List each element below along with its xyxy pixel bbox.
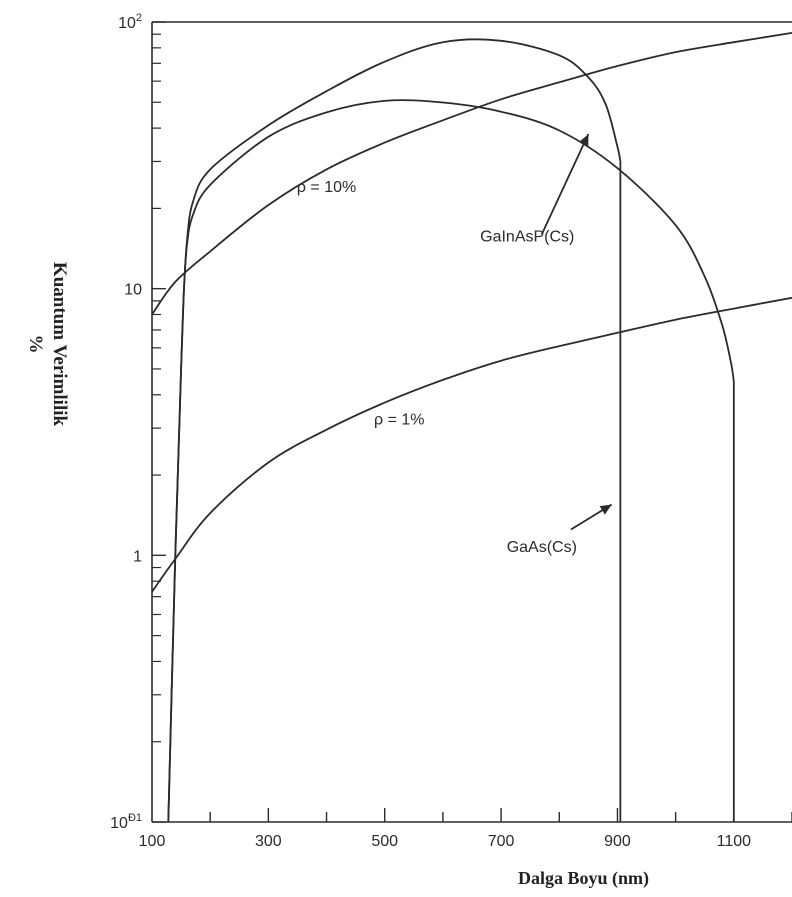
y-tick-label: 10Đ1 [110, 812, 142, 832]
annotation-label: ρ = 1% [374, 411, 424, 428]
annotations: ρ = 10% GaInAsP(Cs) ρ = 1% GaAs(Cs) [297, 179, 577, 556]
x-tick-label: 700 [488, 833, 515, 850]
annotation-label: GaInAsP(Cs) [480, 229, 574, 246]
rho-10-percent-curve [151, 32, 792, 316]
annotation-arrows [541, 133, 613, 531]
x-axis-title: Dalga Boyu (nm) [518, 868, 650, 888]
x-tick-label: 1100 [717, 833, 752, 850]
x-tick-label: 500 [371, 833, 398, 850]
annotation-label: GaAs(Cs) [507, 539, 577, 556]
gaas-cs-curve [167, 99, 735, 823]
x-tick-label: 900 [604, 833, 631, 850]
y-tick-label: 102 [118, 12, 142, 32]
y-tick-label: 10 [124, 282, 142, 299]
arrow-head [579, 134, 589, 147]
y-tick-label: 1 [133, 548, 142, 565]
plot-frame [151, 21, 792, 823]
annotation-label: ρ = 10% [297, 179, 356, 196]
series-lines [151, 32, 792, 823]
annotation-arrow [541, 133, 590, 235]
y-axis-label: Kuantum Verimlilik [49, 261, 70, 427]
tick-labels: 100 300 500 700 900 1100 102 10 1 10Đ1 [110, 12, 751, 850]
axis-ticks [152, 21, 792, 823]
rho-1-percent-curve [151, 296, 792, 593]
y-axis-unit: % [25, 334, 46, 354]
arrow-head [599, 504, 612, 515]
x-tick-label: 100 [139, 833, 166, 850]
gainasp-cs-curve [167, 38, 622, 823]
x-tick-label: 300 [255, 833, 282, 850]
